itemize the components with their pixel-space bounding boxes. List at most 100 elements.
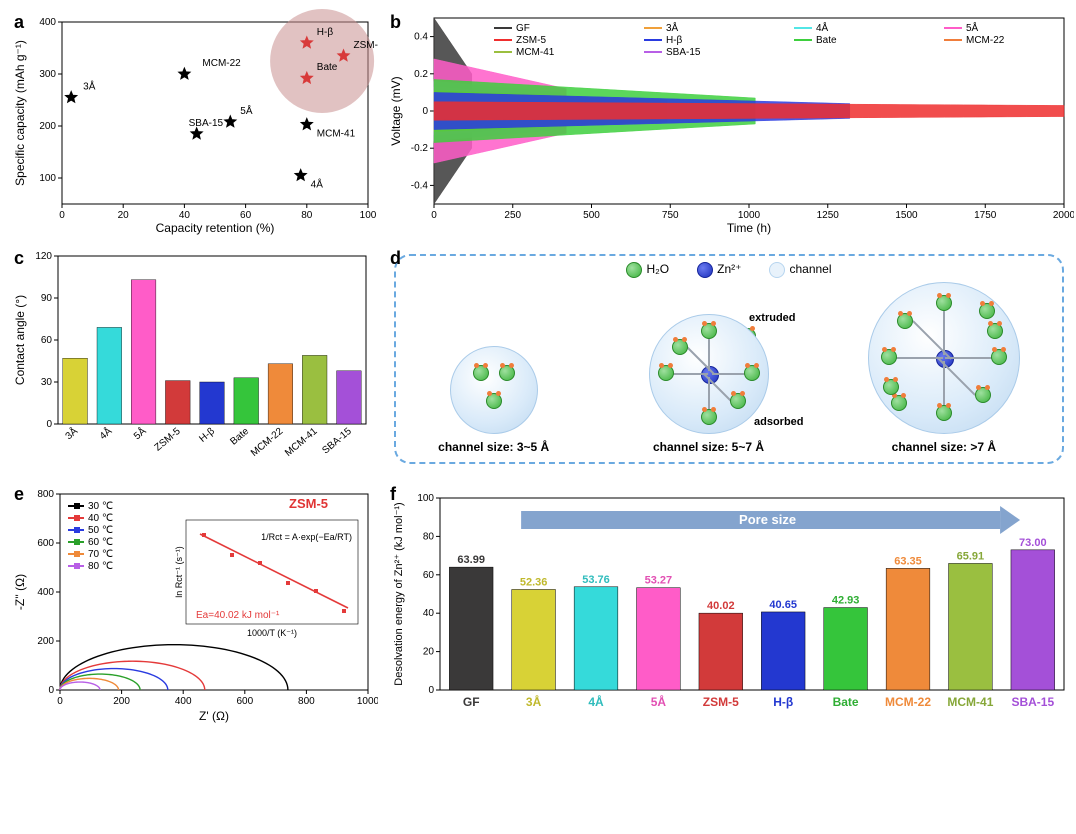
svg-text:Time (h): Time (h) — [727, 221, 771, 235]
h2o-ball — [936, 295, 952, 311]
h2o-ball — [473, 365, 489, 381]
h2o-ball — [936, 405, 952, 421]
panel-b-label: b — [390, 12, 401, 33]
svg-text:1000: 1000 — [357, 696, 378, 707]
svg-text:MCM-22: MCM-22 — [249, 426, 286, 459]
svg-text:Z' (Ω): Z' (Ω) — [199, 709, 229, 723]
svg-text:0: 0 — [46, 419, 52, 430]
svg-text:100: 100 — [39, 173, 56, 184]
panel-e-label: e — [14, 484, 24, 505]
svg-text:600: 600 — [37, 538, 54, 549]
h2o-ball — [730, 393, 746, 409]
svg-text:53.27: 53.27 — [645, 575, 673, 587]
h2o-icon — [626, 262, 642, 278]
svg-text:5Å: 5Å — [651, 694, 667, 709]
svg-text:MCM-41: MCM-41 — [947, 695, 993, 709]
svg-text:MCM-22: MCM-22 — [202, 58, 241, 69]
channel-large: channel size: >7 Å — [868, 282, 1020, 454]
svg-text:0: 0 — [48, 685, 54, 696]
svg-text:3Å: 3Å — [666, 21, 679, 34]
svg-text:5Å: 5Å — [240, 104, 253, 117]
svg-text:H-β: H-β — [666, 35, 683, 46]
channel-mid-label: channel size: 5~7 Å — [614, 440, 804, 454]
schematic-box: H₂O Zn²⁺ channel channel size: 3~5 Å ext… — [394, 254, 1064, 464]
svg-text:Bate: Bate — [816, 35, 837, 46]
legend-channel: channel — [789, 262, 831, 276]
svg-text:800: 800 — [37, 489, 54, 500]
h2o-ball — [672, 339, 688, 355]
channel-small-label: channel size: 3~5 Å — [438, 440, 549, 454]
svg-text:2000: 2000 — [1053, 210, 1074, 221]
svg-text:H-β: H-β — [773, 695, 793, 709]
svg-text:Capacity retention (%): Capacity retention (%) — [156, 221, 275, 235]
svg-text:100: 100 — [360, 210, 377, 221]
svg-text:Ea=40.02 kJ mol⁻¹: Ea=40.02 kJ mol⁻¹ — [196, 610, 280, 621]
svg-text:4Å: 4Å — [588, 694, 604, 709]
svg-text:63.99: 63.99 — [457, 554, 485, 566]
svg-text:40: 40 — [179, 210, 191, 221]
svg-text:H-β: H-β — [317, 27, 334, 38]
svg-text:60: 60 — [41, 335, 53, 346]
legend-zn: Zn²⁺ — [717, 262, 741, 276]
svg-text:40: 40 — [423, 608, 435, 619]
svg-text:60: 60 — [423, 570, 435, 581]
panel-f-label: f — [390, 484, 396, 505]
h2o-ball — [883, 379, 899, 395]
panel-b: b 025050075010001250150017502000-0.4-0.2… — [384, 8, 1074, 238]
svg-text:SBA-15: SBA-15 — [320, 426, 354, 457]
svg-text:65.91: 65.91 — [957, 550, 985, 562]
svg-text:Contact angle (°): Contact angle (°) — [13, 295, 27, 385]
legend-d: H₂O Zn²⁺ channel — [406, 262, 1052, 278]
svg-text:400: 400 — [39, 17, 56, 28]
svg-text:70 ℃: 70 ℃ — [88, 549, 113, 560]
h2o-ball — [979, 303, 995, 319]
svg-text:63.35: 63.35 — [894, 555, 922, 567]
svg-text:-0.2: -0.2 — [411, 143, 429, 154]
panel-a-label: a — [14, 12, 24, 33]
svg-text:ZSM-5: ZSM-5 — [153, 426, 183, 454]
svg-text:0: 0 — [428, 685, 434, 696]
svg-text:3Å: 3Å — [526, 694, 542, 709]
svg-text:1000: 1000 — [738, 210, 761, 221]
svg-text:0: 0 — [422, 106, 428, 117]
svg-text:200: 200 — [37, 636, 54, 647]
legend-h2o: H₂O — [646, 262, 669, 276]
svg-text:MCM-41: MCM-41 — [283, 426, 320, 459]
svg-text:4Å: 4Å — [97, 424, 115, 442]
svg-text:0: 0 — [59, 210, 65, 221]
svg-text:30 ℃: 30 ℃ — [88, 501, 113, 512]
panel-d: d H₂O Zn²⁺ channel channel size: 3~5 Å e… — [384, 244, 1074, 474]
h2o-ball — [891, 395, 907, 411]
svg-text:40 ℃: 40 ℃ — [88, 513, 113, 524]
panel-c: c 0306090120Contact angle (°)3Å4Å5ÅZSM-5… — [8, 244, 378, 474]
svg-text:500: 500 — [583, 210, 600, 221]
svg-text:3Å: 3Å — [62, 424, 80, 442]
svg-text:MCM-22: MCM-22 — [966, 35, 1005, 46]
svg-text:Specific capacity (mAh g⁻¹): Specific capacity (mAh g⁻¹) — [13, 40, 27, 186]
svg-text:50 ℃: 50 ℃ — [88, 525, 113, 536]
nyquist-e: 020040060080010000200400600800Z' (Ω)-Z''… — [8, 480, 378, 730]
svg-text:200: 200 — [39, 121, 56, 132]
svg-text:0: 0 — [57, 696, 63, 707]
svg-text:ZSM-5: ZSM-5 — [289, 496, 328, 511]
svg-text:SBA-15: SBA-15 — [666, 47, 701, 58]
svg-text:Voltage (mV): Voltage (mV) — [389, 76, 403, 145]
svg-text:80 ℃: 80 ℃ — [88, 561, 113, 572]
svg-text:80: 80 — [301, 210, 313, 221]
channel-large-label: channel size: >7 Å — [868, 440, 1020, 454]
svg-text:0.4: 0.4 — [414, 32, 428, 43]
svg-text:1500: 1500 — [895, 210, 918, 221]
svg-text:ln Rct⁻¹ (s⁻¹): ln Rct⁻¹ (s⁻¹) — [174, 546, 184, 598]
adsorbed-label: adsorbed — [754, 416, 804, 428]
svg-text:600: 600 — [236, 696, 253, 707]
svg-text:250: 250 — [504, 210, 521, 221]
panel-a: a 020406080100100200300400Capacity reten… — [8, 8, 378, 238]
svg-text:0: 0 — [431, 210, 437, 221]
svg-text:MCM-41: MCM-41 — [516, 47, 555, 58]
svg-text:20: 20 — [118, 210, 130, 221]
svg-text:Bate: Bate — [833, 695, 859, 709]
svg-text:53.76: 53.76 — [582, 574, 610, 586]
channel-mid: extruded — [614, 314, 804, 454]
h2o-ball — [701, 409, 717, 425]
h2o-ball — [486, 393, 502, 409]
